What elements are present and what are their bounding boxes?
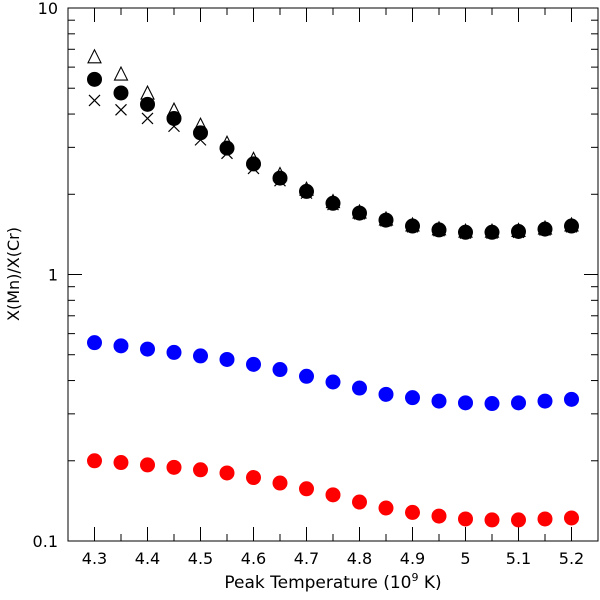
data-point-cross (115, 103, 127, 116)
data-point-circle (113, 455, 129, 471)
x-axis-label: Peak Temperature (109 K) (224, 571, 441, 593)
x-tick-label: 5.1 (506, 549, 531, 568)
data-point-circle (484, 396, 500, 412)
data-point-circle (140, 457, 155, 473)
data-point-circle (140, 96, 155, 112)
data-point-circle (219, 465, 235, 481)
data-point-cross (88, 94, 101, 107)
data-point-circle (272, 170, 288, 186)
data-point-circle (564, 510, 579, 526)
axis-ticks (67, 8, 599, 542)
data-point-circle (219, 351, 235, 367)
data-point-cross (141, 112, 154, 125)
y-tick-labels: 0.1 1 10 (33, 0, 58, 551)
x-tick-labels: 4.3 4.4 4.5 4.6 4.7 4.8 4.9 5 5.1 5.2 (82, 549, 584, 568)
y-tick-label: 1 (48, 266, 58, 285)
data-point-triangle (113, 65, 129, 81)
data-point-circle (352, 205, 367, 221)
data-point-circle (246, 156, 261, 172)
data-point-circle (193, 348, 208, 364)
data-point-circle (325, 487, 341, 503)
data-point-circle (378, 500, 394, 516)
x-tick-label: 5.2 (559, 549, 584, 568)
data-point-circle (219, 140, 235, 156)
data-point-circle (87, 453, 102, 469)
data-point-circle (246, 470, 261, 486)
data-point-circle (352, 380, 367, 396)
data-point-circle (166, 459, 182, 475)
data-point-circle (87, 335, 102, 351)
data-point-circle (113, 338, 129, 354)
data-point-circle (193, 462, 208, 478)
x-tick-label: 4.4 (135, 549, 160, 568)
data-point-circle (511, 395, 526, 411)
data-point-circle (405, 504, 420, 520)
data-point-circle (458, 395, 473, 411)
data-point-circle (405, 390, 420, 406)
data-point-circle (564, 391, 579, 407)
data-point-circle (272, 475, 288, 491)
data-point-circle (431, 508, 447, 524)
data-point-circle (511, 512, 526, 528)
data-point-circle (299, 481, 314, 497)
x-tick-label: 5 (460, 549, 470, 568)
data-point-circle (405, 218, 420, 234)
data-point-circle (272, 362, 288, 378)
data-point-circle (431, 222, 447, 238)
x-axis-label-main: Peak Temperature (10 (224, 573, 411, 593)
data-point-circle (325, 195, 341, 211)
data-point-circle (87, 71, 102, 87)
data-point-circle (564, 218, 579, 234)
data-point-circle (458, 224, 473, 240)
data-point-circle (166, 344, 182, 360)
data-point-circle (113, 85, 129, 101)
data-point-circle (537, 393, 553, 409)
x-tick-label: 4.9 (400, 549, 425, 568)
data-point-circle (511, 223, 526, 239)
y-tick-label: 10 (38, 0, 58, 18)
data-point-circle (537, 221, 553, 237)
y-tick-label: 0.1 (33, 532, 58, 551)
data-marks (87, 48, 579, 528)
data-point-circle (537, 511, 553, 527)
x-tick-label: 4.5 (188, 549, 213, 568)
data-point-circle (140, 341, 155, 357)
data-point-circle (193, 125, 208, 141)
x-axis-label-tail: K) (418, 573, 441, 593)
data-point-circle (378, 386, 394, 402)
data-point-circle (299, 368, 314, 384)
data-point-circle (484, 224, 500, 240)
x-tick-label: 4.6 (241, 549, 266, 568)
data-point-circle (458, 511, 473, 527)
data-point-circle (352, 494, 367, 510)
data-point-circle (166, 110, 182, 126)
data-point-circle (246, 356, 261, 372)
y-axis-label: X(Mn)/X(Cr) (4, 227, 23, 321)
data-point-circle (431, 393, 447, 409)
data-point-circle (484, 512, 500, 528)
data-point-circle (325, 374, 341, 390)
x-tick-label: 4.3 (82, 549, 107, 568)
x-tick-label: 4.7 (294, 549, 319, 568)
x-tick-label: 4.8 (347, 549, 372, 568)
x-axis-label-superscript: 9 (411, 571, 418, 584)
data-point-circle (378, 212, 394, 228)
data-point-triangle (87, 48, 102, 64)
data-point-circle (299, 183, 314, 199)
